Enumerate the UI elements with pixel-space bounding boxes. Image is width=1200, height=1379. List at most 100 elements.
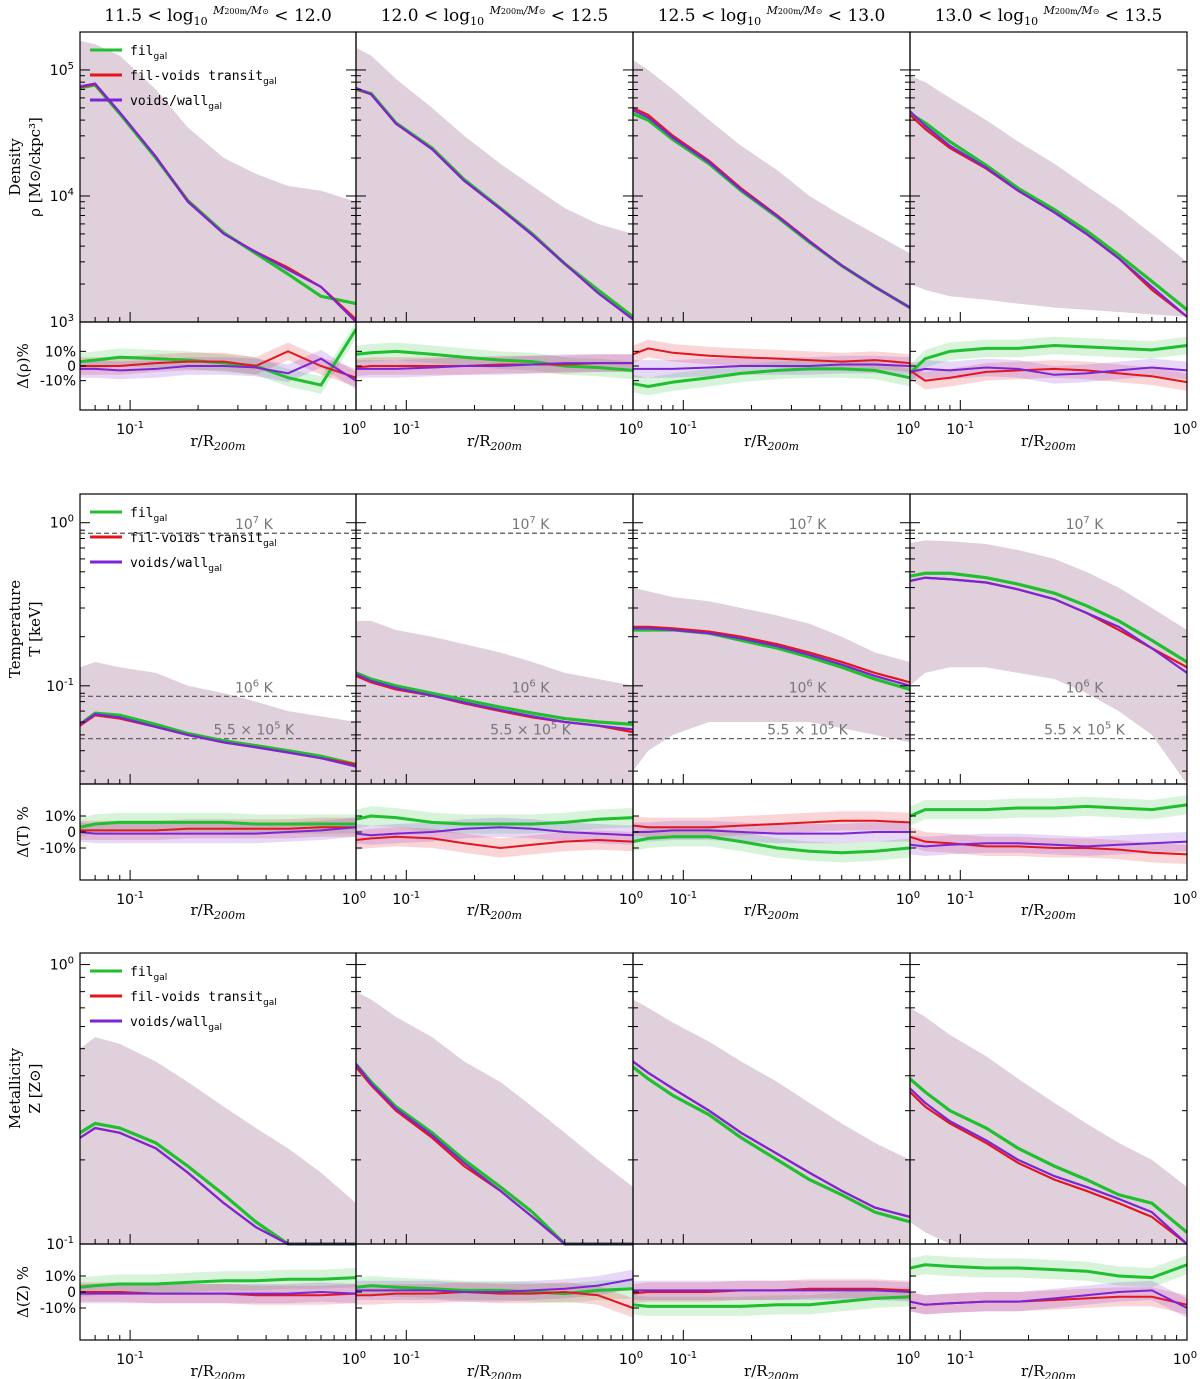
legend-label: filgal <box>130 506 167 524</box>
scatter-band-fil <box>910 1007 1187 1244</box>
ratio-line-fil <box>356 1284 633 1296</box>
panel-body: 107 K 106 K 5.5 × 105 K <box>356 515 633 858</box>
legend-label: fil-voids transitgal <box>130 531 277 549</box>
scatter-band-voids <box>80 1037 356 1244</box>
scatter-band-transit <box>910 540 1187 784</box>
reference-line-label: 5.5 × 105 K <box>490 721 572 739</box>
ratio-tick-label: 0 <box>67 1285 76 1301</box>
legend: filgal fil-voids transitgal voids/wallgal <box>90 44 277 112</box>
series-line-transit <box>633 625 910 684</box>
x-tick-label: 100 <box>619 890 643 908</box>
series-line-voids <box>633 1060 910 1218</box>
scatter-band-transit <box>356 620 633 784</box>
ratio-line-voids <box>80 357 356 382</box>
ratio-tick-label: -10% <box>40 374 76 390</box>
x-tick-label: 10-1 <box>669 890 697 908</box>
x-tick-label: 10-1 <box>392 1350 420 1368</box>
series-line-voids <box>80 713 356 768</box>
scatter-band-fil <box>633 999 910 1244</box>
scatter-band-voids <box>633 999 910 1244</box>
x-tick-label: 100 <box>1173 1350 1197 1368</box>
x-axis-label: r/R200m <box>191 432 246 453</box>
ratio-line-voids <box>910 366 1187 376</box>
legend-label: fil-voids transitgal <box>130 69 277 87</box>
series-line-fil <box>356 671 633 726</box>
ratio-line-fil <box>910 343 1187 375</box>
ratio-line-transit <box>80 826 356 832</box>
x-tick-label: 10-1 <box>946 1350 974 1368</box>
panel-body <box>633 999 910 1316</box>
panel-body <box>80 40 356 394</box>
scatter-band-voids <box>80 661 356 784</box>
reference-line-label: 106 K <box>512 678 551 696</box>
ratio-band-fil <box>356 806 633 834</box>
scatter-band-fil <box>910 540 1187 784</box>
x-tick-label: 100 <box>342 1350 366 1368</box>
ratio-band-fil <box>910 1255 1187 1288</box>
series-line-voids <box>633 109 910 309</box>
ratio-line-fil <box>633 1295 910 1308</box>
x-tick-label: 100 <box>896 890 920 908</box>
ratio-line-voids <box>910 840 1187 848</box>
legend-label: filgal <box>130 44 167 62</box>
x-tick-label: 100 <box>896 1350 920 1368</box>
column-title: 13.0 < log10 M200m/M⊙ < 13.5 <box>935 4 1163 28</box>
y-axis-unit: Z [Z⊙] <box>26 1064 44 1114</box>
legend: filgal fil-voids transitgal voids/wallgal <box>90 506 277 574</box>
x-tick-label: 10-1 <box>392 420 420 438</box>
panel-body <box>356 991 633 1318</box>
ratio-line-fil <box>910 1263 1187 1280</box>
column-title: 11.5 < log10 M200m/M⊙ < 12.0 <box>104 4 332 28</box>
ratio-line-transit <box>633 347 910 365</box>
x-axis-label: r/R200m <box>744 901 799 922</box>
scatter-band-transit <box>80 661 356 784</box>
scatter-band-voids <box>80 40 356 322</box>
ratio-axis-label: Δ(ρ)% <box>14 343 32 389</box>
series-line-voids <box>356 673 633 731</box>
x-tick-label: 100 <box>342 890 366 908</box>
legend: filgal fil-voids transitgal voids/wallgal <box>90 965 277 1033</box>
ratio-line-fil <box>633 367 910 389</box>
series-line-voids <box>910 110 1187 318</box>
scatter-band-transit <box>356 47 633 322</box>
ratio-line-voids <box>80 1290 356 1295</box>
legend-label: voids/wallgal <box>130 556 222 574</box>
panel-body <box>910 1007 1187 1318</box>
series-line-fil <box>910 112 1187 312</box>
x-tick-label: 100 <box>896 420 920 438</box>
panel: 107 K 106 K 5.5 × 105 K 10-1 100 r/R200m <box>909 493 1197 922</box>
scatter-band-voids <box>356 991 633 1244</box>
x-axis-label: r/R200m <box>191 1362 246 1379</box>
series-line-fil <box>910 1077 1187 1234</box>
y-axis-unit: ρ [M⊙/ckpc³] <box>26 117 44 217</box>
x-axis-label: r/R200m <box>467 432 522 453</box>
x-tick-label: 100 <box>1173 420 1197 438</box>
ratio-line-fil <box>910 803 1187 818</box>
x-axis-label: r/R200m <box>744 1362 799 1379</box>
series-line-voids <box>910 576 1187 674</box>
x-tick-label: 100 <box>619 1350 643 1368</box>
ratio-band-voids <box>910 358 1187 384</box>
reference-line-label: 107 K <box>789 515 828 533</box>
reference-line-label: 106 K <box>235 678 274 696</box>
y-axis-unit: T [keV] <box>26 601 44 656</box>
panel: 10-1 100 r/R200m <box>909 952 1197 1379</box>
series-line-transit <box>910 1091 1187 1245</box>
panel-body: 107 K 106 K 5.5 × 105 K <box>80 515 356 844</box>
scatter-band-fil <box>80 40 356 322</box>
y-tick-label: 103 <box>50 313 74 331</box>
ratio-tick-label: 0 <box>67 359 76 375</box>
y-tick-label: 104 <box>50 187 74 205</box>
series-line-voids <box>910 1087 1187 1245</box>
ratio-axis-label: Δ(Z) % <box>14 1266 32 1318</box>
scatter-band-fil <box>80 661 356 784</box>
ratio-tick-label: -10% <box>40 1301 76 1317</box>
series-line-voids <box>633 627 910 687</box>
reference-line-label: 5.5 × 105 K <box>214 721 296 739</box>
panel-body <box>910 75 1187 391</box>
ratio-line-fil <box>80 1276 356 1289</box>
series-line-voids <box>80 82 356 323</box>
scatter-band-transit <box>356 991 633 1244</box>
reference-line-label: 107 K <box>1066 515 1105 533</box>
ratio-line-fil <box>80 820 356 829</box>
